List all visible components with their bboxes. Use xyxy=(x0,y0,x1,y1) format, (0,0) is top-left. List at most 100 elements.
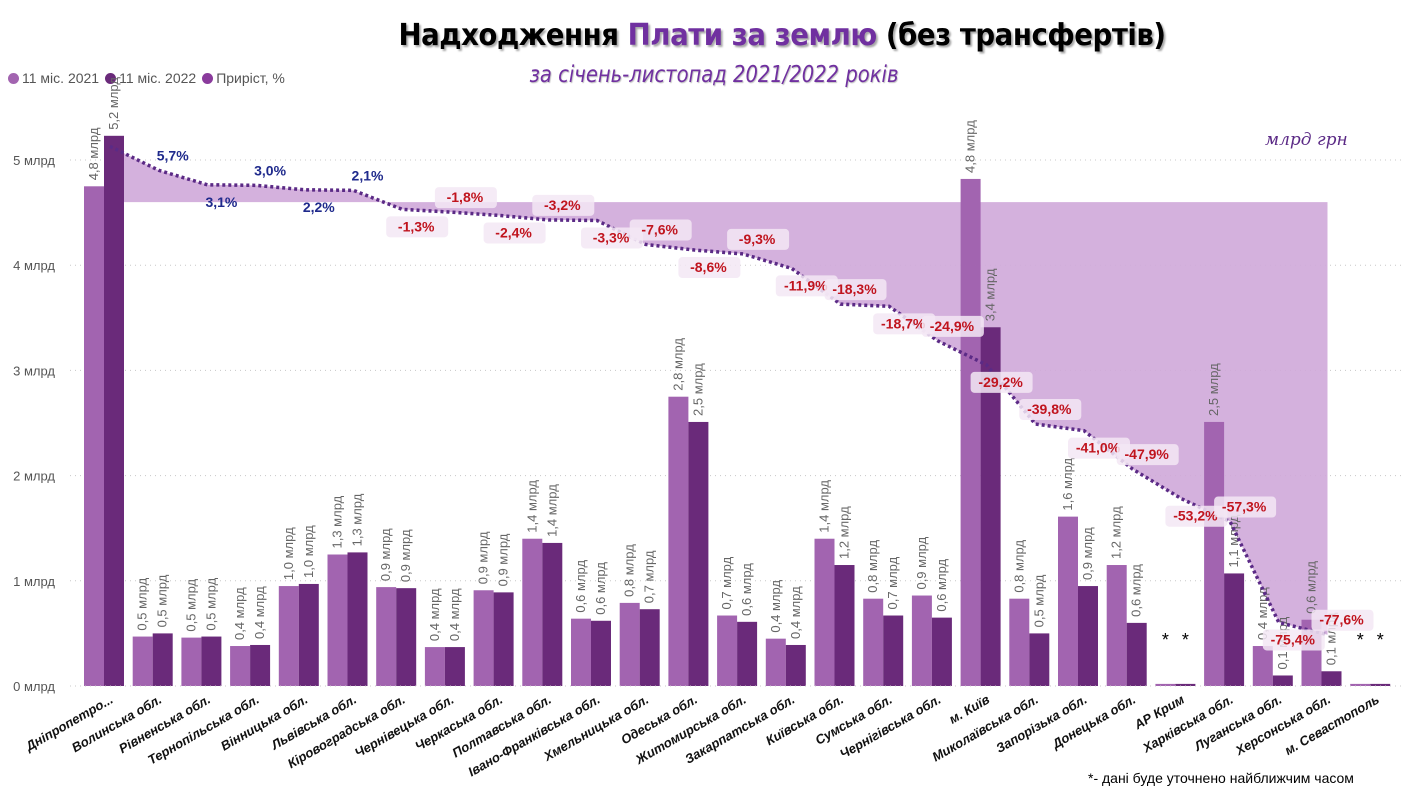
growth-label: 2,2% xyxy=(303,199,335,215)
bar-value-label: 0,6 млрд xyxy=(934,558,949,611)
bar-value-label: 0,5 млрд xyxy=(203,577,218,630)
growth-label: -77,6% xyxy=(1319,612,1364,628)
growth-label-bg xyxy=(386,216,449,238)
bar-2022 xyxy=(152,633,173,686)
bar-2022 xyxy=(347,552,368,686)
bar-2021 xyxy=(424,647,445,686)
title-text-suffix: (без трансфертів) xyxy=(876,18,1166,53)
bar-2022 xyxy=(785,644,806,686)
growth-label: -8,6% xyxy=(690,259,727,275)
bar-2022 xyxy=(1175,683,1196,686)
growth-label: -9,3% xyxy=(739,231,776,247)
bar-2021 xyxy=(84,186,104,687)
growth-label-bg xyxy=(1262,629,1325,651)
growth-label-bg xyxy=(532,194,595,216)
legend-item-2021[interactable]: 11 міс. 2021 xyxy=(8,70,99,86)
growth-label-bg xyxy=(483,222,546,244)
bar-2021 xyxy=(571,618,591,686)
bar-value-label: 0,6 млрд xyxy=(593,562,608,615)
bar-2021 xyxy=(911,595,932,686)
legend-item-2022[interactable]: 11 міс. 2022 xyxy=(105,70,196,86)
growth-label: -18,7% xyxy=(881,315,926,331)
growth-label-bg xyxy=(1116,444,1179,466)
bar-2021 xyxy=(278,586,299,686)
legend-item-growth[interactable]: Приріст, % xyxy=(202,70,285,86)
bar-value-label: 1,1 млрд xyxy=(1226,514,1241,567)
growth-label-bg xyxy=(1214,496,1277,518)
bar-value-label: 0,5 млрд xyxy=(135,577,150,630)
chart-subtitle: за січень-листопад 2021/2022 років xyxy=(529,62,899,88)
bar-2022 xyxy=(250,644,271,686)
growth-label: -1,8% xyxy=(447,189,484,205)
bar-2022 xyxy=(1126,622,1147,686)
bar-2022 xyxy=(396,588,417,686)
growth-label-bg xyxy=(629,219,692,241)
bar-2022 xyxy=(834,565,855,686)
growth-label: 3,1% xyxy=(205,194,237,210)
title-accent: Плати за землю xyxy=(627,18,878,53)
growth-label-bg xyxy=(873,313,936,335)
bar-value-label: 0,4 млрд xyxy=(788,586,803,639)
bar-value-label: 0,6 млрд xyxy=(739,563,754,616)
title-text: Надходження xyxy=(398,18,628,53)
bar-value-label: 0,7 млрд xyxy=(642,550,657,603)
y-tick-label: 5 млрд xyxy=(13,153,55,168)
bar-2022 xyxy=(444,647,465,686)
bar-value-label: 0,4 млрд xyxy=(1255,587,1270,640)
asterisk-label: * xyxy=(1357,630,1364,650)
bar-value-label: 1,2 млрд xyxy=(837,506,852,559)
asterisk-label: * xyxy=(1182,630,1189,650)
bar-value-label: 1,0 млрд xyxy=(301,525,316,578)
bar-2021 xyxy=(1204,421,1225,686)
bar-value-label: 0,9 млрд xyxy=(476,531,491,584)
growth-label: 3,0% xyxy=(254,162,286,178)
bar-value-label: 0,4 млрд xyxy=(232,587,247,640)
bar-value-label: 0,8 млрд xyxy=(865,540,880,593)
bar-2021 xyxy=(863,598,884,686)
growth-label: -29,2% xyxy=(978,374,1023,390)
bar-2021 xyxy=(230,646,251,686)
bar-2021 xyxy=(960,178,981,686)
bar-2021 xyxy=(1155,683,1176,686)
growth-label: -53,2% xyxy=(1173,508,1218,524)
growth-label: -24,9% xyxy=(930,318,975,334)
bar-2021 xyxy=(1106,565,1127,686)
x-category-label: Донецька обл. xyxy=(1049,692,1138,752)
bar-value-label: 4,8 млрд xyxy=(963,120,978,173)
bar-2021 xyxy=(522,538,543,686)
bar-value-label: 1,0 млрд xyxy=(281,527,296,580)
bar-2022 xyxy=(298,583,319,686)
bar-value-label: 2,8 млрд xyxy=(670,338,685,391)
bar-2021 xyxy=(1252,646,1273,686)
growth-label: -75,4% xyxy=(1271,631,1316,647)
growth-label: -1,3% xyxy=(398,218,435,234)
bar-2022 xyxy=(688,421,709,686)
bar-value-label: 1,4 млрд xyxy=(817,480,832,533)
growth-label-bg xyxy=(921,315,984,337)
growth-label-bg xyxy=(727,228,790,250)
bar-value-label: 1,3 млрд xyxy=(330,495,345,548)
bar-value-label: 2,5 млрд xyxy=(1206,363,1221,416)
legend-dot-icon xyxy=(202,72,214,84)
bar-value-label: 0,9 млрд xyxy=(398,529,413,582)
bar-2022 xyxy=(591,620,611,686)
bar-2021 xyxy=(376,587,397,686)
bar-2021 xyxy=(1058,516,1078,686)
bar-value-label: 4,8 млрд xyxy=(86,127,101,180)
growth-label: -18,3% xyxy=(832,281,877,297)
growth-label: -39,8% xyxy=(1027,401,1072,417)
growth-label-bg xyxy=(1068,437,1130,459)
asterisk-label: * xyxy=(1162,630,1169,650)
bar-value-label: 3,4 млрд xyxy=(983,268,998,321)
bar-value-label: 1,3 млрд xyxy=(350,493,365,546)
bar-value-label: 0,4 млрд xyxy=(427,588,442,641)
bar-2021 xyxy=(327,554,348,686)
bar-value-label: 0,7 млрд xyxy=(885,556,900,609)
growth-line xyxy=(109,144,1328,637)
growth-label: 5,7% xyxy=(157,147,189,163)
growth-label-bg xyxy=(1019,398,1082,420)
growth-label: -57,3% xyxy=(1222,499,1267,515)
bar-2021 xyxy=(132,636,153,686)
bar-value-label: 0,4 млрд xyxy=(447,588,462,641)
